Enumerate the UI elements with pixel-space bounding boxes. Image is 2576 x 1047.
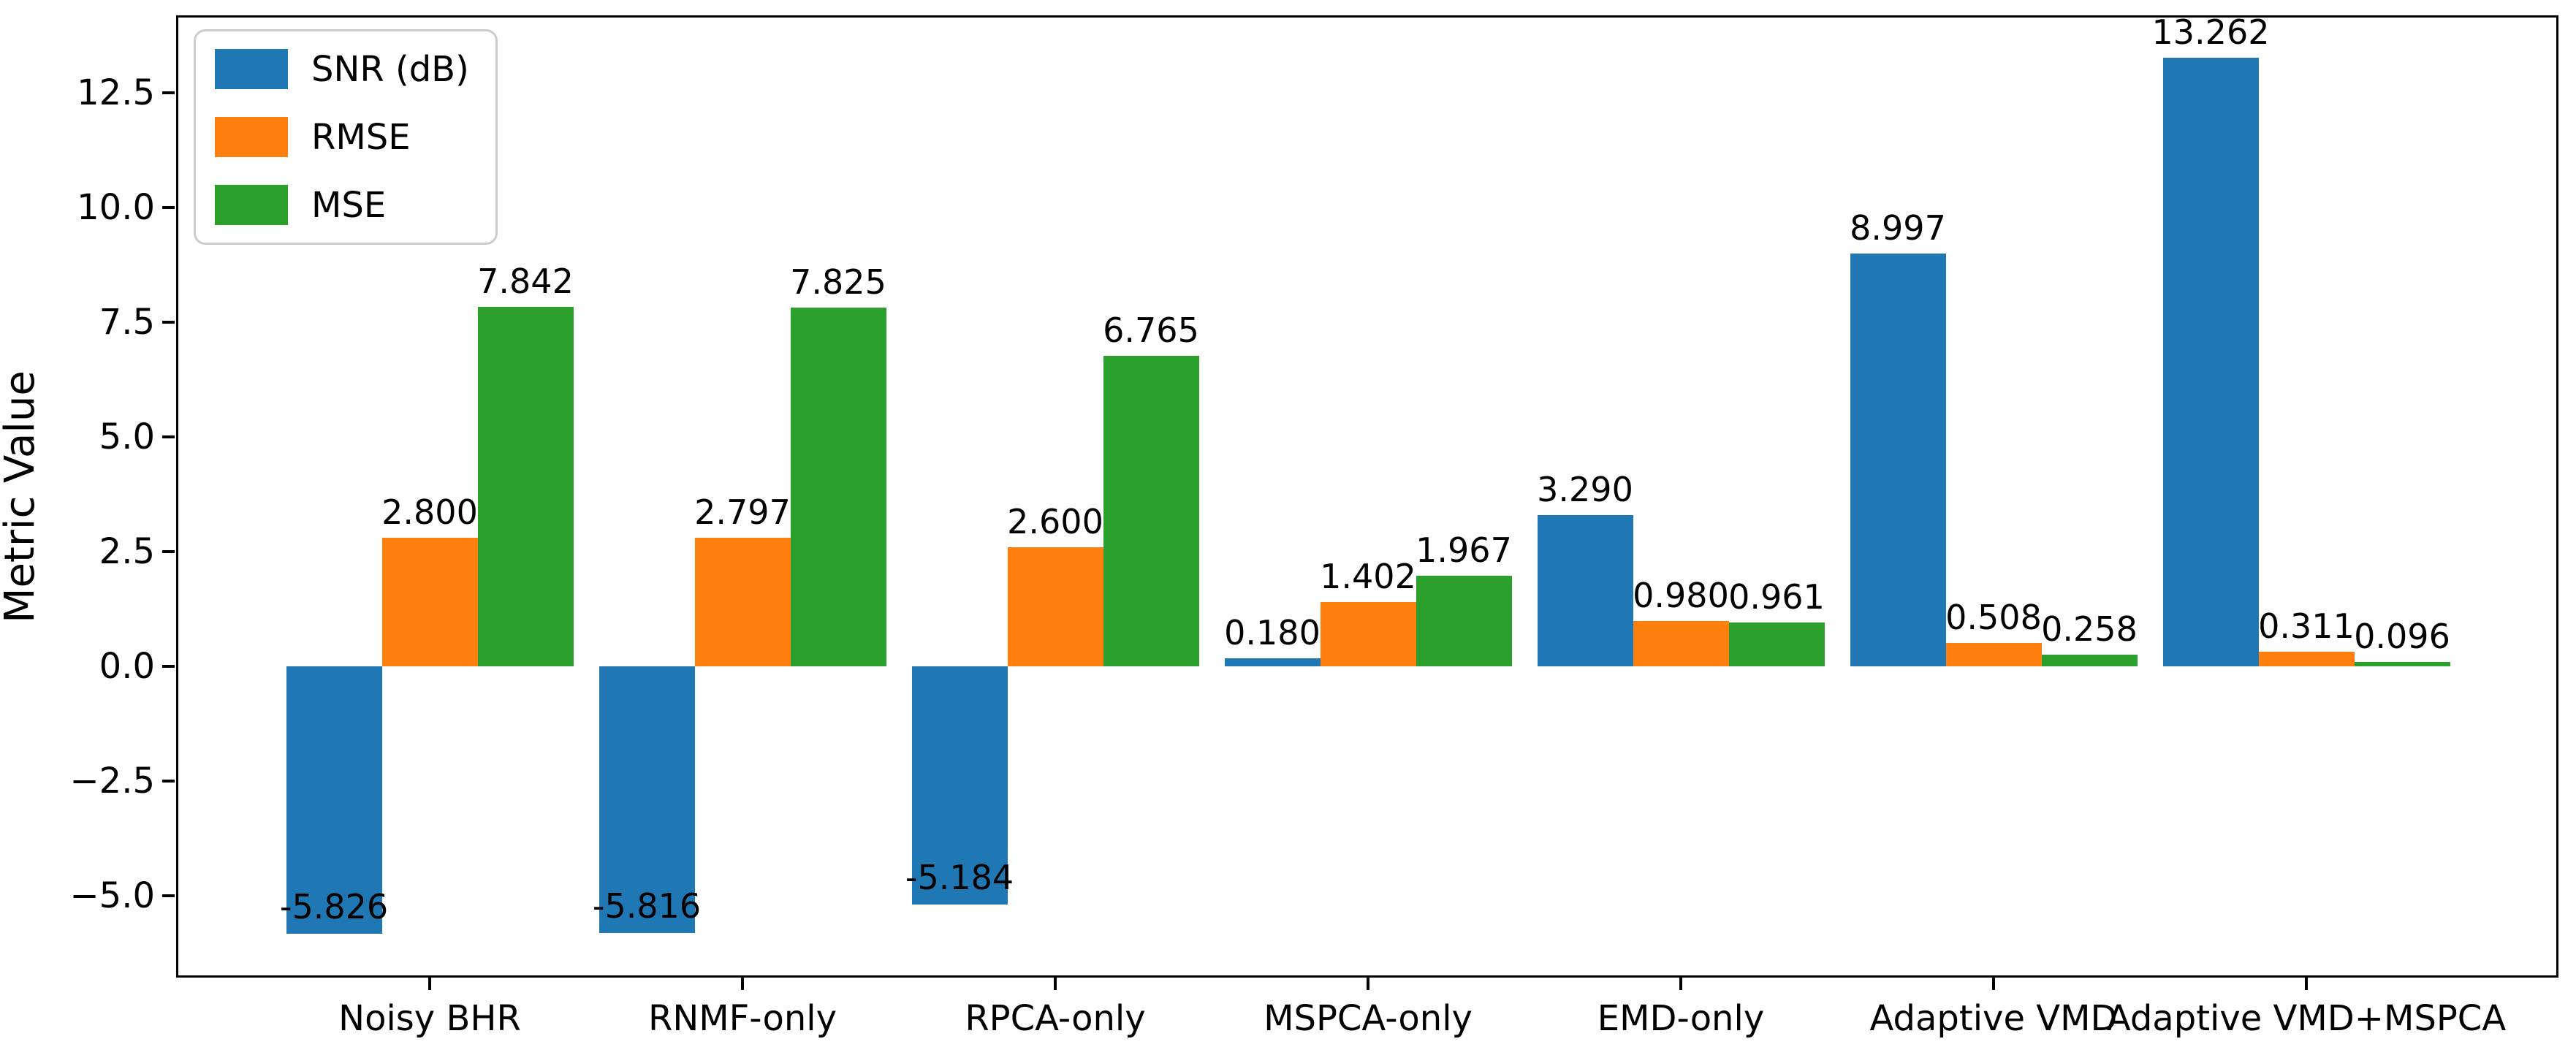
bar-value-label-mse-noisy-bhr: 7.842 xyxy=(477,261,574,301)
bar-value-label-mse-rnmf-only: 7.825 xyxy=(790,262,886,302)
bar-value-label-snr-db-adaptive-vmd: 8.997 xyxy=(1850,208,1946,248)
bar-mse-rpca-only xyxy=(1103,356,1199,666)
x-tick-emd-only xyxy=(1679,978,1682,990)
x-tick-rpca-only xyxy=(1054,978,1057,990)
y-tick-12-5 xyxy=(162,91,175,94)
bar-snr-db-adaptive-vmd-mspca xyxy=(2162,58,2259,666)
bar-mse-adaptive-vmd-mspca xyxy=(2354,661,2450,666)
bar-value-label-snr-db-rpca-only: -5.184 xyxy=(905,857,1014,897)
y-tick-label-5-0: 5.0 xyxy=(99,416,155,457)
bar-value-label-rmse-rnmf-only: 2.797 xyxy=(694,492,791,533)
bar-snr-db-emd-only xyxy=(1537,515,1633,666)
bar-rmse-emd-only xyxy=(1633,621,1729,666)
bar-snr-db-adaptive-vmd xyxy=(1850,253,1946,666)
bar-rmse-rnmf-only xyxy=(694,538,791,666)
y-tick-2-5 xyxy=(162,550,175,553)
bar-value-label-snr-db-emd-only: 3.290 xyxy=(1537,470,1633,510)
y-tick-label-2-5: −2.5 xyxy=(69,761,155,802)
y-axis-label: Metric Value xyxy=(0,370,44,623)
bar-snr-db-mspca-only xyxy=(1224,658,1321,666)
legend: SNR (dB) RMSE MSE xyxy=(194,29,498,245)
y-tick-7-5 xyxy=(162,321,175,324)
bar-value-label-rmse-mspca-only: 1.402 xyxy=(1320,556,1416,596)
bar-value-label-mse-rpca-only: 6.765 xyxy=(1103,311,1199,351)
legend-label-snr: SNR (dB) xyxy=(311,48,469,90)
x-tick-adaptive-vmd xyxy=(1992,978,1995,990)
bar-rmse-rpca-only xyxy=(1007,547,1103,666)
bar-snr-db-rpca-only xyxy=(911,666,1008,905)
legend-entry-snr: SNR (dB) xyxy=(215,49,469,89)
y-tick-label-2-5: 2.5 xyxy=(99,531,155,572)
y-tick-label-0-0: 0.0 xyxy=(99,646,155,687)
bar-value-label-mse-emd-only: 0.961 xyxy=(1728,576,1825,617)
bar-mse-emd-only xyxy=(1728,622,1825,666)
y-tick-5-0 xyxy=(162,894,175,897)
x-tick-label-rnmf-only: RNMF-only xyxy=(647,998,837,1039)
legend-entry-mse: MSE xyxy=(215,185,469,225)
x-tick-label-rpca-only: RPCA-only xyxy=(965,998,1146,1039)
y-tick-0-0 xyxy=(162,665,175,668)
legend-swatch-rmse xyxy=(215,117,288,157)
legend-label-mse: MSE xyxy=(311,184,387,226)
bar-value-label-snr-db-noisy-bhr: -5.826 xyxy=(279,886,389,926)
y-tick-5-0 xyxy=(162,435,175,438)
bar-value-label-rmse-adaptive-vmd: 0.508 xyxy=(1945,598,2042,638)
x-tick-label-adaptive-vmd-mspca: Adaptive VMD+MSPCA xyxy=(2106,998,2507,1039)
bar-rmse-adaptive-vmd xyxy=(1945,643,2042,666)
x-tick-label-adaptive-vmd: Adaptive VMD xyxy=(1869,998,2118,1039)
bar-rmse-mspca-only xyxy=(1320,601,1416,666)
bar-value-label-rmse-rpca-only: 2.600 xyxy=(1007,501,1103,541)
y-tick-label-5-0: −5.0 xyxy=(69,875,155,916)
bar-mse-mspca-only xyxy=(1416,576,1512,666)
legend-swatch-snr xyxy=(215,49,288,89)
bar-mse-adaptive-vmd xyxy=(2041,654,2138,666)
bar-mse-rnmf-only xyxy=(790,307,886,666)
x-tick-label-emd-only: EMD-only xyxy=(1597,998,1765,1039)
bar-value-label-snr-db-rnmf-only: -5.816 xyxy=(592,886,702,926)
x-tick-noisy-bhr xyxy=(428,978,431,990)
legend-entry-rmse: RMSE xyxy=(215,117,469,157)
bar-snr-db-noisy-bhr xyxy=(286,666,382,934)
bar-value-label-rmse-adaptive-vmd-mspca: 0.311 xyxy=(2258,606,2355,647)
x-tick-adaptive-vmd-mspca xyxy=(2305,978,2308,990)
legend-label-rmse: RMSE xyxy=(311,116,411,158)
bar-value-label-mse-adaptive-vmd-mspca: 0.096 xyxy=(2354,616,2450,656)
x-tick-rnmf-only xyxy=(741,978,744,990)
y-tick-label-7-5: 7.5 xyxy=(99,302,155,343)
x-tick-label-mspca-only: MSPCA-only xyxy=(1264,998,1473,1039)
y-tick-label-12-5: 12.5 xyxy=(77,72,155,113)
x-tick-mspca-only xyxy=(1367,978,1369,990)
y-tick-label-10-0: 10.0 xyxy=(77,187,155,228)
bar-value-label-rmse-emd-only: 0.980 xyxy=(1633,576,1729,616)
legend-swatch-mse xyxy=(215,185,288,225)
bar-value-label-snr-db-adaptive-vmd-mspca: 13.262 xyxy=(2151,12,2270,53)
bar-snr-db-rnmf-only xyxy=(599,666,695,934)
bar-value-label-mse-mspca-only: 1.967 xyxy=(1416,530,1512,571)
bar-rmse-noisy-bhr xyxy=(381,538,478,666)
bar-value-label-mse-adaptive-vmd: 0.258 xyxy=(2041,609,2138,649)
y-tick-10-0 xyxy=(162,206,175,209)
bar-value-label-snr-db-mspca-only: 0.180 xyxy=(1224,612,1321,652)
bar-value-label-rmse-noisy-bhr: 2.800 xyxy=(381,492,478,533)
bar-mse-noisy-bhr xyxy=(477,306,574,666)
y-tick-2-5 xyxy=(162,780,175,783)
bar-rmse-adaptive-vmd-mspca xyxy=(2258,652,2355,666)
x-tick-label-noisy-bhr: Noisy BHR xyxy=(338,998,521,1039)
